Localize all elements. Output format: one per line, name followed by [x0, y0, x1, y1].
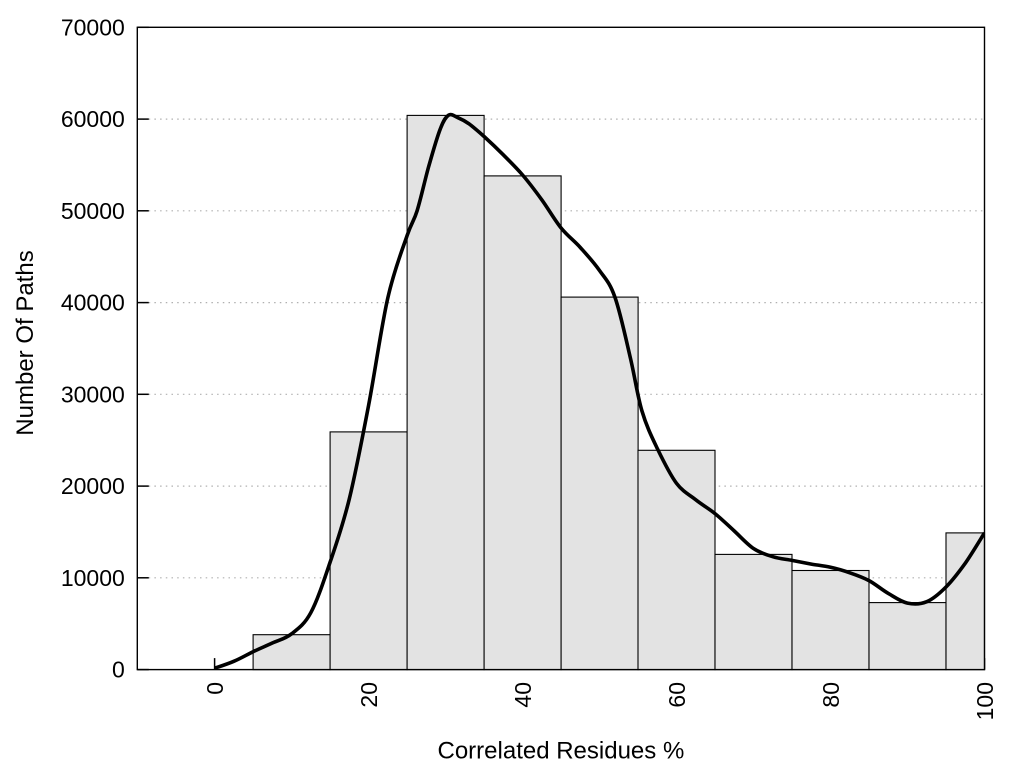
svg-text:10000: 10000	[61, 565, 125, 591]
svg-text:60: 60	[664, 682, 690, 708]
svg-text:40: 40	[510, 682, 536, 708]
svg-text:50000: 50000	[61, 198, 125, 224]
svg-text:0: 0	[112, 657, 125, 683]
svg-text:60000: 60000	[61, 106, 125, 132]
svg-text:Number Of Paths: Number Of Paths	[12, 250, 39, 435]
svg-text:70000: 70000	[61, 14, 125, 40]
svg-text:40000: 40000	[61, 290, 125, 316]
svg-text:Correlated Residues %: Correlated Residues %	[438, 738, 685, 765]
svg-text:100: 100	[972, 682, 998, 720]
svg-text:20: 20	[356, 682, 382, 708]
svg-text:80: 80	[818, 682, 844, 708]
svg-text:0: 0	[202, 682, 228, 695]
svg-text:30000: 30000	[61, 381, 125, 407]
svg-text:20000: 20000	[61, 473, 125, 499]
